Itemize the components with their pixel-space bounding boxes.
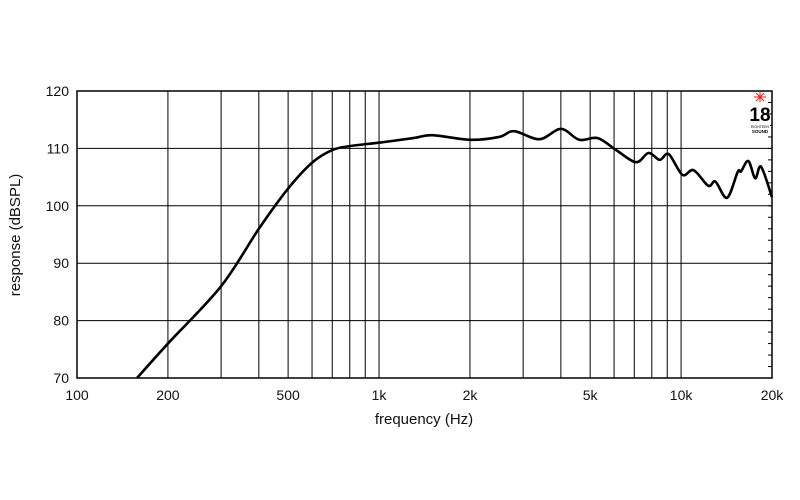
- y-tick-label: 100: [46, 198, 70, 214]
- y-tick-label: 80: [53, 313, 69, 329]
- y-axis-label: response (dBSPL): [7, 174, 24, 297]
- plot-frame: [76, 90, 773, 379]
- logo-number: 18: [749, 105, 770, 126]
- y-tick-label: 110: [47, 140, 70, 156]
- response-curve: [136, 127, 774, 379]
- grid: [77, 90, 772, 379]
- y-tick-label: 90: [53, 255, 69, 271]
- x-tick-label: 100: [65, 387, 89, 403]
- x-axis-label: frequency (Hz): [375, 411, 473, 428]
- svg-text:EIGHTEEN: EIGHTEEN: [751, 125, 769, 129]
- x-tick-label: 5k: [583, 387, 599, 403]
- x-tick-label: 1k: [372, 387, 388, 403]
- x-axis-ticks: 100 200 500 1k 2k 5k 10k 20k: [65, 387, 784, 403]
- x-tick-label: 20k: [761, 387, 785, 403]
- star-icon: [754, 92, 766, 102]
- y-tick-label: 70: [53, 370, 69, 386]
- x-tick-label: 2k: [463, 387, 479, 403]
- y-axis-ticks: 70 80 90 100 110 120: [46, 83, 70, 386]
- eighteen-sound-logo: 18 EIGHTEEN SOUND: [749, 92, 771, 134]
- x-tick-label: 500: [276, 387, 300, 403]
- x-tick-label: 10k: [670, 387, 694, 403]
- svg-text:SOUND: SOUND: [752, 129, 769, 134]
- y-tick-label: 120: [46, 83, 70, 99]
- x-tick-label: 200: [156, 387, 180, 403]
